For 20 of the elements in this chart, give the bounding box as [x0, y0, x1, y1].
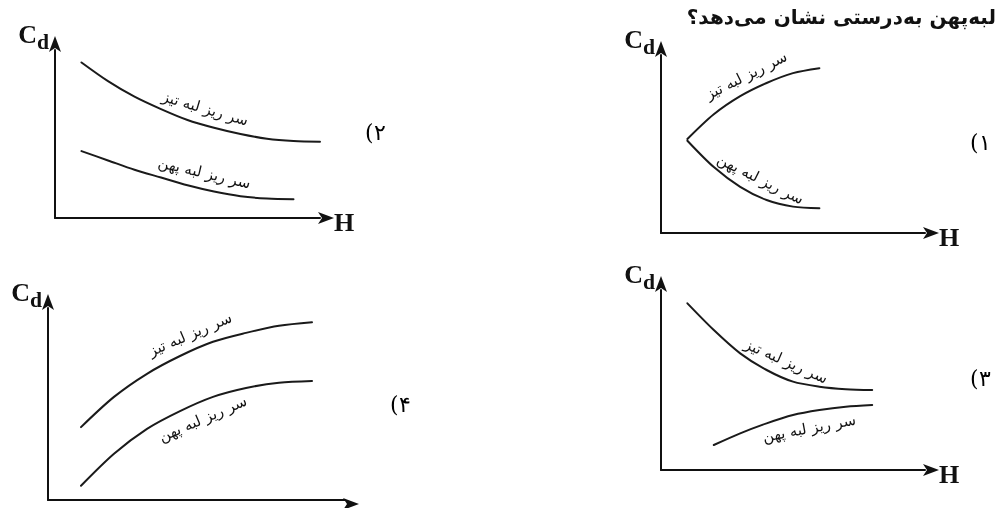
text: سر ریز لبه پهن [155, 391, 251, 447]
y-axis-title: C$_{d}$ [11, 278, 42, 314]
x-axis-title: H [939, 459, 960, 489]
x-axis-title: H [939, 222, 960, 252]
text: سر ریز لبه تیز [144, 308, 235, 361]
text: ۲) [365, 120, 386, 145]
text: سر ریز لبه پهن [713, 149, 807, 210]
text: ۳) [970, 366, 991, 391]
text: سر ریز لبه تیز [741, 334, 831, 388]
text: سر ریز لبه تیز [701, 47, 791, 104]
text: سر ریز لبه پهن [761, 410, 858, 447]
text: سر ریز لبه پهن [156, 153, 253, 194]
chart-title: لبه‌پهن به‌درستی نشان می‌دهد؟ [686, 5, 997, 30]
text: ۴) [390, 392, 411, 417]
text: سر ریز لبه تیز [159, 87, 251, 130]
y-axis-title: C$_{d}$ [624, 25, 655, 61]
y-axis-title: C$_{d}$ [624, 260, 655, 296]
x-axis-title: H [334, 207, 355, 237]
text: ۱) [970, 130, 991, 155]
y-axis-title: C$_{d}$ [18, 20, 49, 56]
